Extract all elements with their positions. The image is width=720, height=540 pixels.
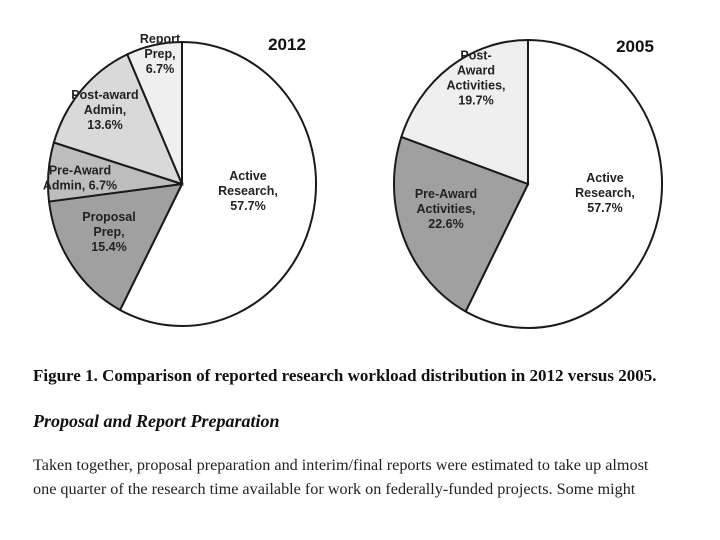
pie-2005-slice-0: [464, 38, 664, 329]
body-paragraph-line-1: Taken together, proposal preparation and…: [33, 456, 649, 474]
body-paragraph-line-2: one quarter of the research time availab…: [33, 480, 636, 498]
figure-caption: Figure 1. Comparison of reported researc…: [33, 366, 657, 385]
pie-2012-label-2: Pre-Award Admin, 6.7%: [43, 164, 117, 193]
pie-2012-label-4: Report Prep, 6.7%: [140, 32, 181, 76]
pie-2005-label-2: Post-Award Activities, 19.7%: [446, 49, 505, 108]
pie-charts-figure: Active Research, 57.7% Proposal Prep, 15.4% Pr…: [43, 32, 664, 329]
pie-chart-2012: Active Research, 57.7% Proposal Prep, 15.4% Pr…: [43, 32, 317, 327]
pie-2005-label-0: Active Research, 57.7%: [575, 171, 635, 215]
section-heading: Proposal and Report Preparation: [33, 411, 280, 431]
pie-2005-slice-2: [400, 38, 529, 186]
pie-2012-slice-1: [47, 182, 184, 312]
pie-2012-label-1: Proposal Prep, 15.4%: [82, 210, 136, 254]
pie-chart-2005: Active Research, 57.7% Pre-Award Activities,…: [393, 37, 664, 329]
pie-2005-title: 2005: [616, 37, 654, 56]
pie-2012-title: 2012: [268, 35, 306, 54]
pie-2012-slice-4: [125, 40, 183, 185]
pie-2005-slice-1: [393, 135, 530, 313]
pie-2012-slice-3: [52, 53, 184, 186]
pie-2005-label-1: Pre-Award Activities, 22.6%: [415, 187, 477, 231]
pie-2012-label-3: Post-award Admin, 13.6%: [71, 88, 138, 132]
pie-2012-slice-0: [118, 40, 317, 327]
pie-2012-label-0: Active Research, 57.7%: [218, 169, 278, 213]
